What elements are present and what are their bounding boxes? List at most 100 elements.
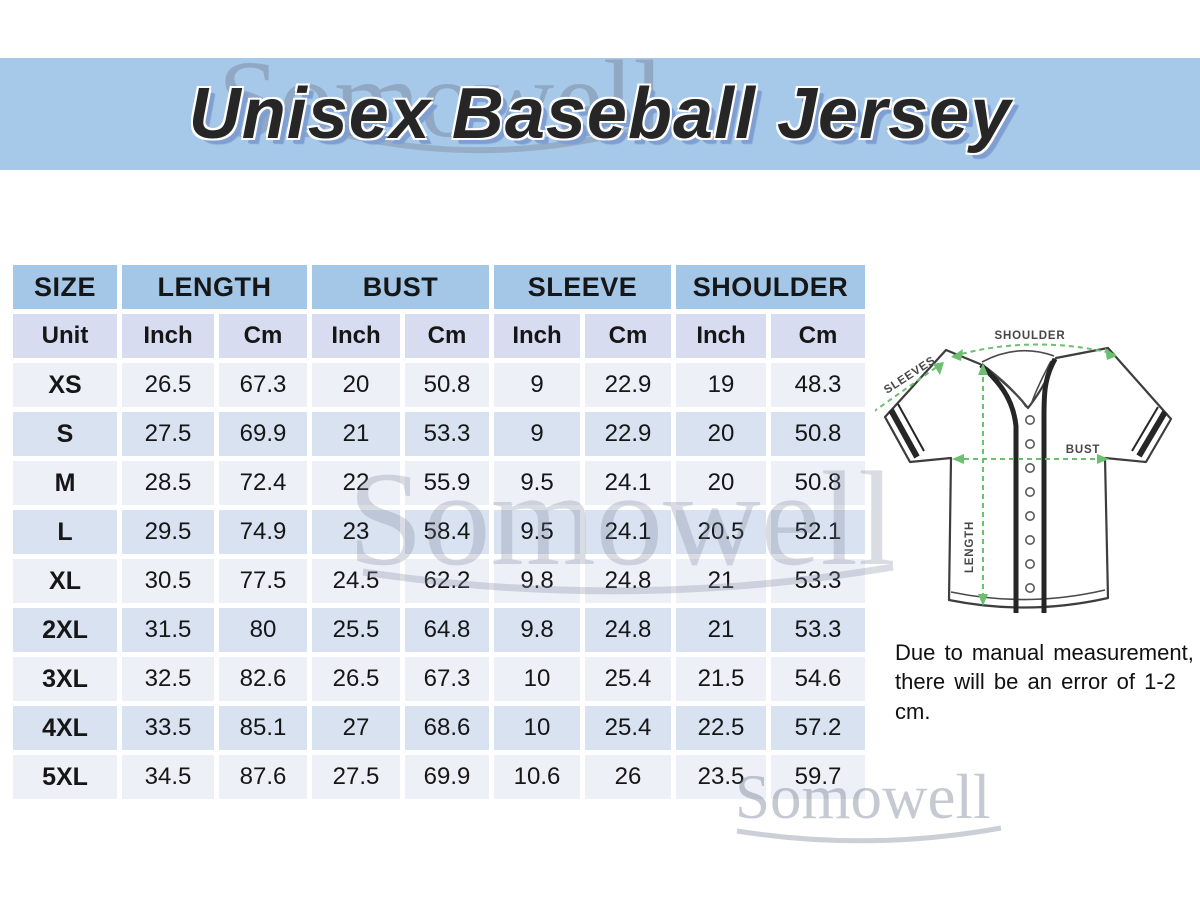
value-cell: 68.6 xyxy=(405,706,489,750)
value-cell: 31.5 xyxy=(122,608,214,652)
value-cell: 25.5 xyxy=(312,608,400,652)
value-cell: 32.5 xyxy=(122,657,214,701)
table-row: 2XL 31.5 80 25.5 64.8 9.8 24.8 21 53.3 xyxy=(13,608,865,652)
value-cell: 10 xyxy=(494,706,580,750)
value-cell: 21 xyxy=(676,608,766,652)
value-cell: 20.5 xyxy=(676,510,766,554)
value-cell: 9.5 xyxy=(494,461,580,505)
value-cell: 69.9 xyxy=(219,412,307,456)
size-table-head: SIZE LENGTH BUST SLEEVE SHOULDER Unit Inch Cm In… xyxy=(13,265,865,358)
size-cell: M xyxy=(13,461,117,505)
value-cell: 67.3 xyxy=(219,363,307,407)
value-cell: 20 xyxy=(676,461,766,505)
value-cell: 24.8 xyxy=(585,559,671,603)
value-cell: 27.5 xyxy=(312,755,400,799)
value-cell: 9.5 xyxy=(494,510,580,554)
jersey-buttons xyxy=(1025,415,1036,593)
value-cell: 20 xyxy=(676,412,766,456)
value-cell: 23.5 xyxy=(676,755,766,799)
size-table: SIZE LENGTH BUST SLEEVE SHOULDER Unit Inch Cm In… xyxy=(8,260,870,804)
column-group-header: SHOULDER xyxy=(676,265,865,309)
unit-header-cell: Unit xyxy=(13,314,117,358)
value-cell: 10 xyxy=(494,657,580,701)
size-cell: 2XL xyxy=(13,608,117,652)
unit-header-cell: Inch xyxy=(312,314,400,358)
shoulder-measure-label: SHOULDER xyxy=(995,330,1066,342)
value-cell: 28.5 xyxy=(122,461,214,505)
value-cell: 25.4 xyxy=(585,657,671,701)
value-cell: 87.6 xyxy=(219,755,307,799)
jersey-diagram: SHOULDER SLEEVES BUST LENGTH xyxy=(875,330,1173,613)
value-cell: 21.5 xyxy=(676,657,766,701)
measure-lines xyxy=(875,343,1116,601)
column-group-header: SLEEVE xyxy=(494,265,671,309)
value-cell: 72.4 xyxy=(219,461,307,505)
value-cell: 22.5 xyxy=(676,706,766,750)
value-cell: 24.8 xyxy=(585,608,671,652)
value-cell: 50.8 xyxy=(771,461,865,505)
table-row: 5XL 34.5 87.6 27.5 69.9 10.6 26 23.5 59.7 xyxy=(13,755,865,799)
value-cell: 25.4 xyxy=(585,706,671,750)
value-cell: 10.6 xyxy=(494,755,580,799)
value-cell: 21 xyxy=(676,559,766,603)
value-cell: 24.5 xyxy=(312,559,400,603)
value-cell: 9 xyxy=(494,363,580,407)
unit-header-cell: Cm xyxy=(585,314,671,358)
table-row: XS 26.5 67.3 20 50.8 9 22.9 19 48.3 xyxy=(13,363,865,407)
value-cell: 26.5 xyxy=(312,657,400,701)
value-cell: 23 xyxy=(312,510,400,554)
value-cell: 64.8 xyxy=(405,608,489,652)
size-cell: 3XL xyxy=(13,657,117,701)
unit-header-cell: Cm xyxy=(405,314,489,358)
size-table-body: XS 26.5 67.3 20 50.8 9 22.9 19 48.3 S 27.5 69.9 21 53… xyxy=(13,363,865,799)
jersey-outline xyxy=(883,346,1173,609)
value-cell: 82.6 xyxy=(219,657,307,701)
value-cell: 77.5 xyxy=(219,559,307,603)
value-cell: 62.2 xyxy=(405,559,489,603)
value-cell: 48.3 xyxy=(771,363,865,407)
value-cell: 22.9 xyxy=(585,412,671,456)
value-cell: 22.9 xyxy=(585,363,671,407)
watermark-swoosh-bottom xyxy=(736,825,1002,844)
value-cell: 9.8 xyxy=(494,559,580,603)
value-cell: 27.5 xyxy=(122,412,214,456)
value-cell: 80 xyxy=(219,608,307,652)
value-cell: 57.2 xyxy=(771,706,865,750)
jersey-seams xyxy=(950,349,1106,601)
value-cell: 59.7 xyxy=(771,755,865,799)
size-cell: 5XL xyxy=(13,755,117,799)
value-cell: 50.8 xyxy=(771,412,865,456)
value-cell: 27 xyxy=(312,706,400,750)
unit-header-cell: Cm xyxy=(771,314,865,358)
value-cell: 69.9 xyxy=(405,755,489,799)
table-row: 3XL 32.5 82.6 26.5 67.3 10 25.4 21.5 54.6 xyxy=(13,657,865,701)
unit-header-cell: Inch xyxy=(494,314,580,358)
page-title: Unisex Baseball Jersey xyxy=(188,74,1012,154)
value-cell: 52.1 xyxy=(771,510,865,554)
value-cell: 26 xyxy=(585,755,671,799)
table-row: XL 30.5 77.5 24.5 62.2 9.8 24.8 21 53.3 xyxy=(13,559,865,603)
jersey-trim xyxy=(888,357,1168,613)
value-cell: 85.1 xyxy=(219,706,307,750)
value-cell: 22 xyxy=(312,461,400,505)
value-cell: 20 xyxy=(312,363,400,407)
value-cell: 34.5 xyxy=(122,755,214,799)
size-cell: L xyxy=(13,510,117,554)
size-cell: 4XL xyxy=(13,706,117,750)
value-cell: 55.9 xyxy=(405,461,489,505)
value-cell: 58.4 xyxy=(405,510,489,554)
value-cell: 9 xyxy=(494,412,580,456)
value-cell: 67.3 xyxy=(405,657,489,701)
unit-header-cell: Cm xyxy=(219,314,307,358)
measurement-note: Due to manual measurement, there will be… xyxy=(895,638,1200,726)
table-row: M 28.5 72.4 22 55.9 9.5 24.1 20 50.8 xyxy=(13,461,865,505)
value-cell: 9.8 xyxy=(494,608,580,652)
unit-header-cell: Inch xyxy=(676,314,766,358)
measurement-note-line1: Due to manual measurement, xyxy=(895,640,1194,665)
column-group-header: SIZE xyxy=(13,265,117,309)
measure-arrowheads xyxy=(933,348,1117,606)
column-group-header: BUST xyxy=(312,265,489,309)
bust-measure-label: BUST xyxy=(1066,444,1101,456)
size-cell: XS xyxy=(13,363,117,407)
